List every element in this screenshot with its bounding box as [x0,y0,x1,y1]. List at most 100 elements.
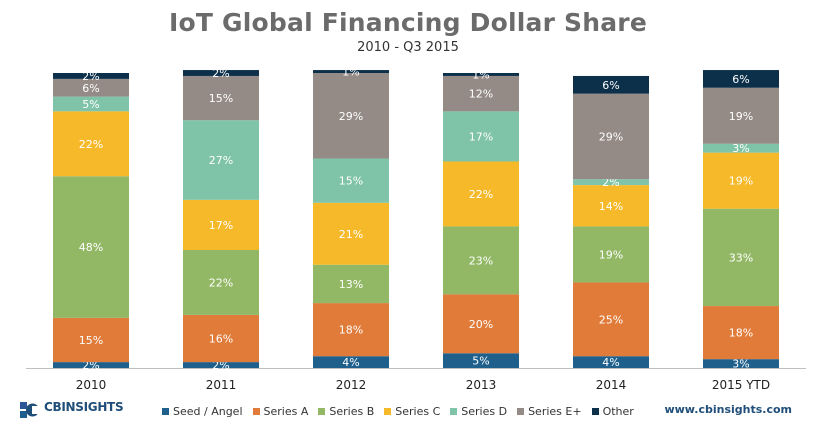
legend-item: Series C [384,405,440,418]
x-tick-label: 2013 [466,378,497,392]
legend-swatch [450,407,458,415]
data-label: 19% [729,110,753,123]
legend-swatch [252,407,260,415]
bar-segment-2015-ytd-series-e- [703,87,779,144]
bar-segment-2010-seed-angel [53,362,129,368]
data-label: 17% [469,130,493,143]
bar-segment-2011-series-a [183,314,259,363]
data-label: 15% [339,175,363,188]
bar-segment-2012-seed-angel [313,356,389,368]
bar-segment-2014-series-e- [573,93,649,180]
bar-segment-2013-other [443,73,519,76]
legend-swatch [162,407,169,415]
data-label: 2% [602,176,619,189]
data-label: 5% [472,355,489,368]
data-label: 6% [732,73,749,86]
legend-label: Series D [461,404,508,418]
data-label: 27% [209,154,233,167]
x-tick-label: 2014 [596,378,627,392]
legend-swatch [384,407,392,415]
data-label: 22% [209,276,233,289]
bar-segment-2010-other [53,73,129,79]
data-label: 14% [599,200,623,213]
legend-label: Series B [329,404,375,418]
data-label: 18% [729,327,753,340]
bar-segment-2014-series-a [573,282,649,357]
bar-segment-2013-series-d [443,111,519,162]
legend-label: Other [602,404,634,418]
data-label: 3% [732,358,749,371]
bar-segment-2015-ytd-series-b [703,208,779,307]
data-label: 29% [339,110,363,123]
legend-swatch [591,407,599,415]
bar-segment-2010-series-e- [53,78,129,97]
chart-title: IoT Global Financing Dollar Share [169,8,647,37]
data-label: 4% [602,356,619,369]
bar-segment-2012-other [313,70,389,73]
data-label: 12% [469,88,493,101]
bar-segment-2015-ytd-seed-angel [703,359,779,368]
bar-segment-2014-seed-angel [573,356,649,368]
bar-segment-2012-series-b [313,264,389,304]
data-label: 20% [469,318,493,331]
data-label: 5% [82,98,99,111]
data-label: 1% [472,68,489,81]
data-label: 23% [469,254,493,267]
data-label: 6% [602,79,619,92]
legend-label: Seed / Angel [173,404,243,418]
bar-segment-2011-other [183,70,259,76]
bar-segment-2011-series-e- [183,75,259,121]
data-label: 48% [79,241,103,254]
bar-segment-2011-seed-angel [183,362,259,368]
data-label: 3% [732,142,749,155]
legend-item: Series A [252,404,309,418]
data-label: 18% [339,324,363,337]
bar-segment-2010-series-b [53,176,129,318]
data-label: 19% [729,175,753,188]
bar-segment-2015-ytd-series-c [703,152,779,209]
cb-insights-logo-icon [20,402,39,418]
bar-segment-2012-series-c [313,202,389,265]
data-label: 2% [212,67,229,80]
legend-swatch [517,407,525,415]
bar-segment-2015-ytd-series-a [703,306,779,360]
data-label: 15% [79,334,103,347]
bar-segment-2012-series-e- [313,73,389,159]
bar-segment-2015-ytd-other [703,70,779,88]
legend-item: Seed / Angel [162,405,243,418]
legend-label: Series A [263,404,309,418]
bar-segment-2013-series-c [443,161,519,227]
legend-item: Series B [318,405,374,418]
bar-segment-2010-series-c [53,111,129,177]
chart-subtitle: 2010 - Q3 2015 [357,40,459,55]
data-label: 21% [339,228,363,241]
bar-segment-2014-series-c [573,185,649,227]
chart-legend: Seed / Angel Series A Series B Series C Seri… [162,403,634,419]
data-label: 25% [599,313,623,326]
legend-label: Series E+ [528,404,582,418]
data-label: 4% [342,356,359,369]
legend-item: Series E+ [517,405,582,418]
data-label: 17% [209,219,233,232]
data-label: 15% [209,92,233,105]
bar-segment-2014-other [573,75,649,94]
bar-segment-2013-series-e- [443,75,519,112]
bar-segment-2015-ytd-series-d [703,143,779,153]
bar-segment-2013-series-a [443,294,519,354]
bar-segment-2012-series-d [313,158,389,203]
x-tick-label: 2010 [76,378,107,392]
legend-swatch [318,407,326,415]
bar-segment-2012-series-a [313,303,389,357]
bar-segment-2011-series-c [183,199,259,250]
data-label: 33% [729,251,753,264]
data-label: 1% [342,66,359,79]
bar-segment-2010-series-a [53,317,129,363]
bar-segment-2013-series-b [443,226,519,295]
data-label: 13% [339,278,363,291]
cb-insights-logo: CBINSIGHTS [20,398,124,422]
x-tick-label: 2011 [206,378,237,392]
data-label: 22% [469,188,493,201]
website-link[interactable]: www.cbinsights.com [664,403,792,416]
legend-label: Series C [395,404,441,418]
